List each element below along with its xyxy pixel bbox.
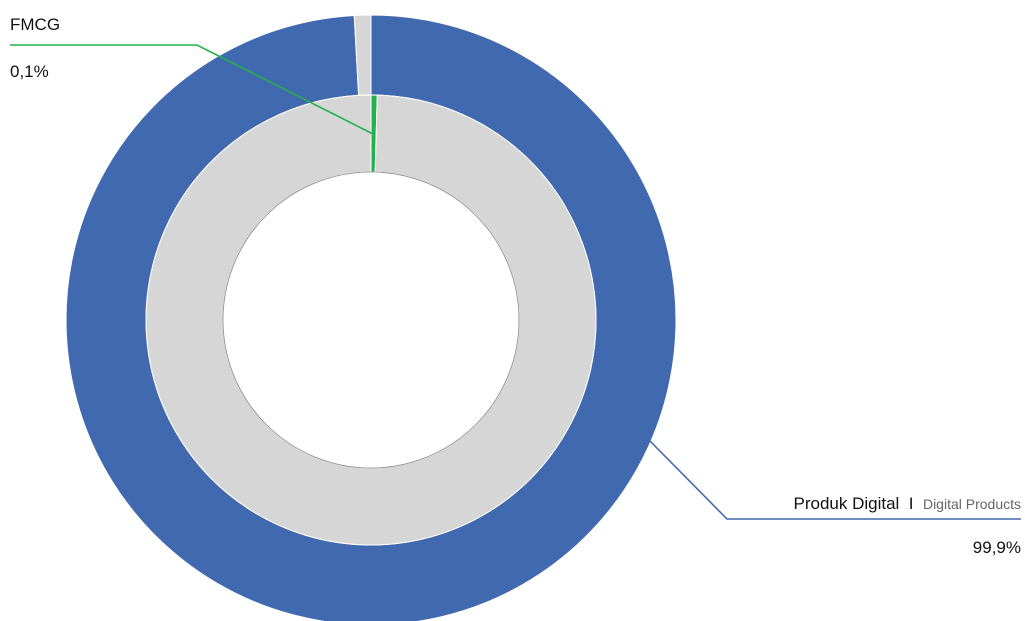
digital-value: 99,9% bbox=[973, 538, 1021, 557]
digital-label: Produk Digital I Digital Products bbox=[793, 494, 1021, 513]
fmcg-value: 0,1% bbox=[10, 62, 49, 81]
fmcg-label: FMCG bbox=[10, 15, 60, 34]
digital-label-translation: Digital Products bbox=[923, 496, 1021, 512]
donut-hole bbox=[222, 171, 520, 469]
digital-leader-line bbox=[649, 440, 1021, 520]
digital-label-separator: I bbox=[909, 494, 914, 513]
fmcg-leader-line bbox=[10, 44, 376, 136]
digital-label-name: Produk Digital bbox=[793, 494, 899, 513]
